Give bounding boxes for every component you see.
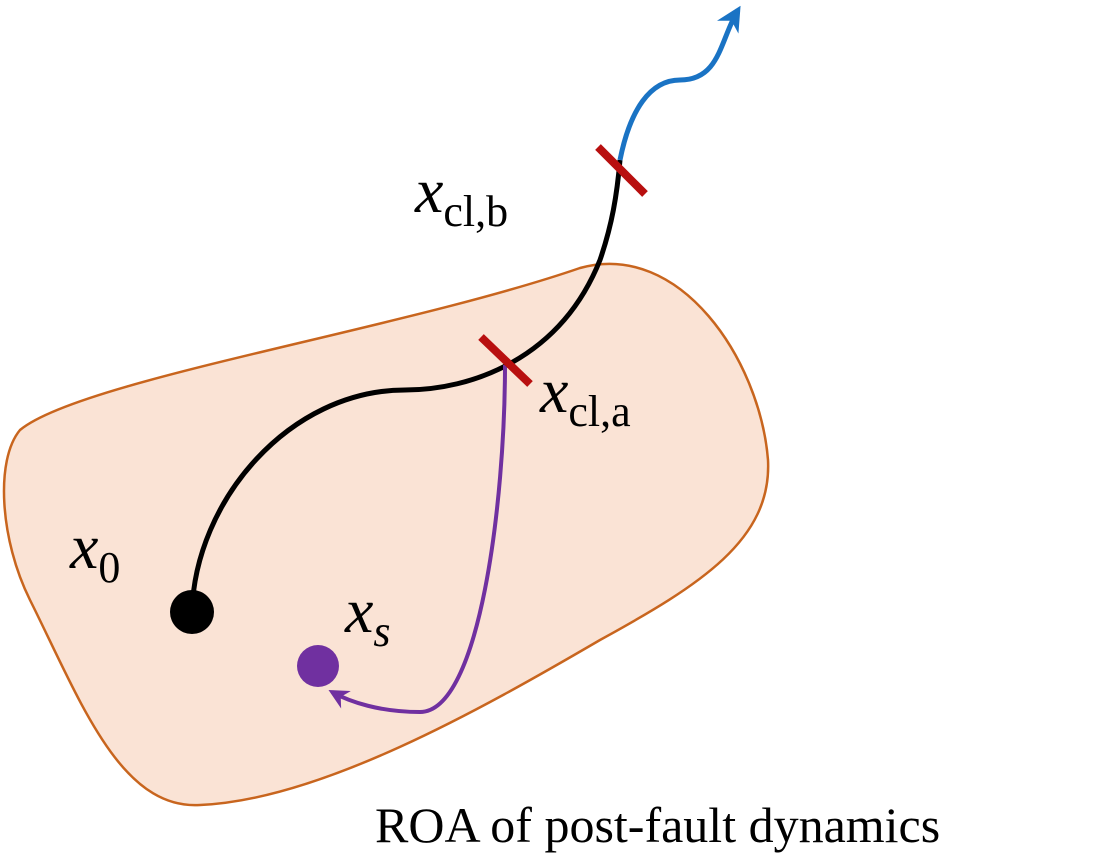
- clearing-mark-b: [595, 144, 648, 197]
- label-sub: cl,b: [443, 187, 508, 236]
- caption: ROA of post-fault dynamics: [375, 797, 940, 853]
- label-xcla: xcl,a: [539, 355, 631, 436]
- label-sub: cl,a: [568, 387, 630, 436]
- label-base: x: [539, 355, 568, 426]
- clearing-mark-a: [478, 334, 533, 387]
- stable-trajectory: [328, 364, 507, 715]
- label-x0: x0: [69, 511, 120, 592]
- label-base: x: [414, 155, 443, 226]
- label-base: x: [69, 511, 98, 582]
- label-xs: xs: [344, 575, 391, 656]
- label-sub: s: [373, 607, 390, 656]
- label-base: x: [344, 575, 373, 646]
- roa-region: [2, 262, 770, 807]
- unstable-trajectory: [617, 5, 741, 161]
- equilibrium-point: [297, 645, 339, 687]
- fault-trajectory: [189, 159, 623, 613]
- label-sub: 0: [98, 543, 120, 592]
- initial-point: [170, 590, 214, 634]
- label-xclb: xcl,b: [414, 155, 508, 236]
